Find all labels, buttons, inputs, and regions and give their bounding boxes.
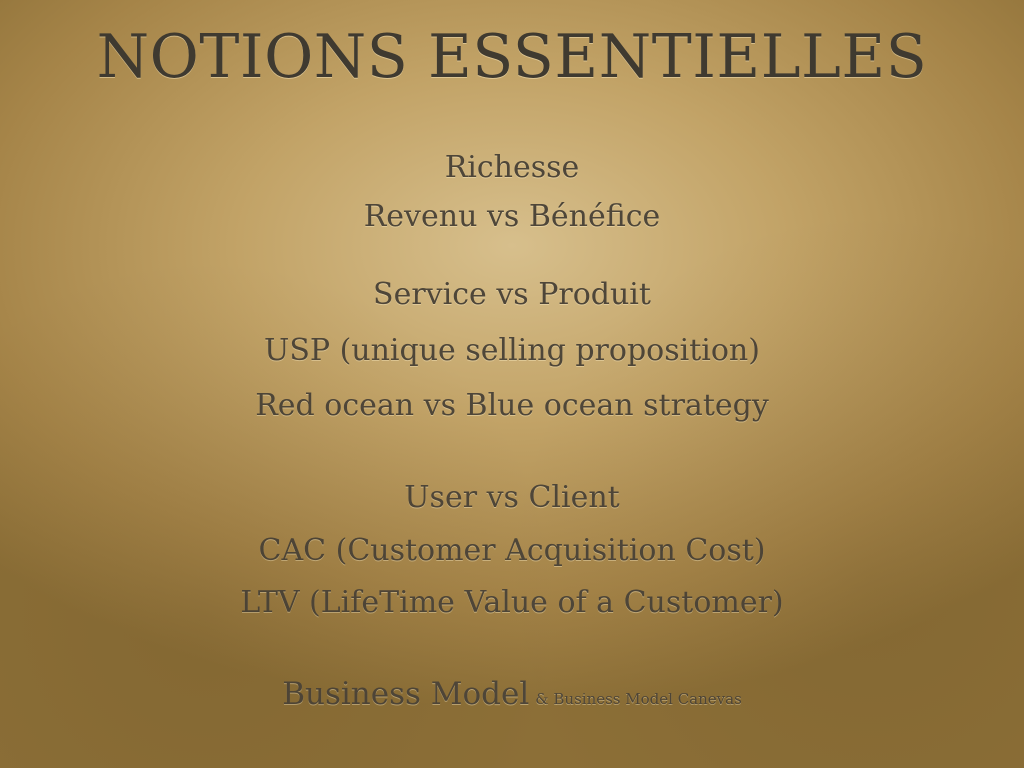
list-item-ltv: LTV (LifeTime Value of a Customer) [240, 585, 784, 620]
list-item-usp: USP (unique selling proposition) [264, 333, 760, 368]
list-item-richesse: Richesse [444, 150, 580, 185]
list-item-cac: CAC (Customer Acquisition Cost) [258, 533, 766, 568]
slide-title: NOTIONS ESSENTIELLES [96, 22, 928, 92]
business-model-label: Business Model [282, 676, 530, 712]
list-item-red-blue-ocean: Red ocean vs Blue ocean strategy [255, 388, 769, 423]
list-item-revenu-vs-benefice: Revenu vs Bénéfice [363, 199, 661, 234]
list-item-user-vs-client: User vs Client [404, 480, 620, 515]
business-model-canevas-label: & Business Model Canevas [535, 690, 742, 708]
list-item-service-vs-produit: Service vs Produit [373, 277, 651, 312]
business-model-line: Business Model & Business Model Canevas [0, 676, 1024, 712]
